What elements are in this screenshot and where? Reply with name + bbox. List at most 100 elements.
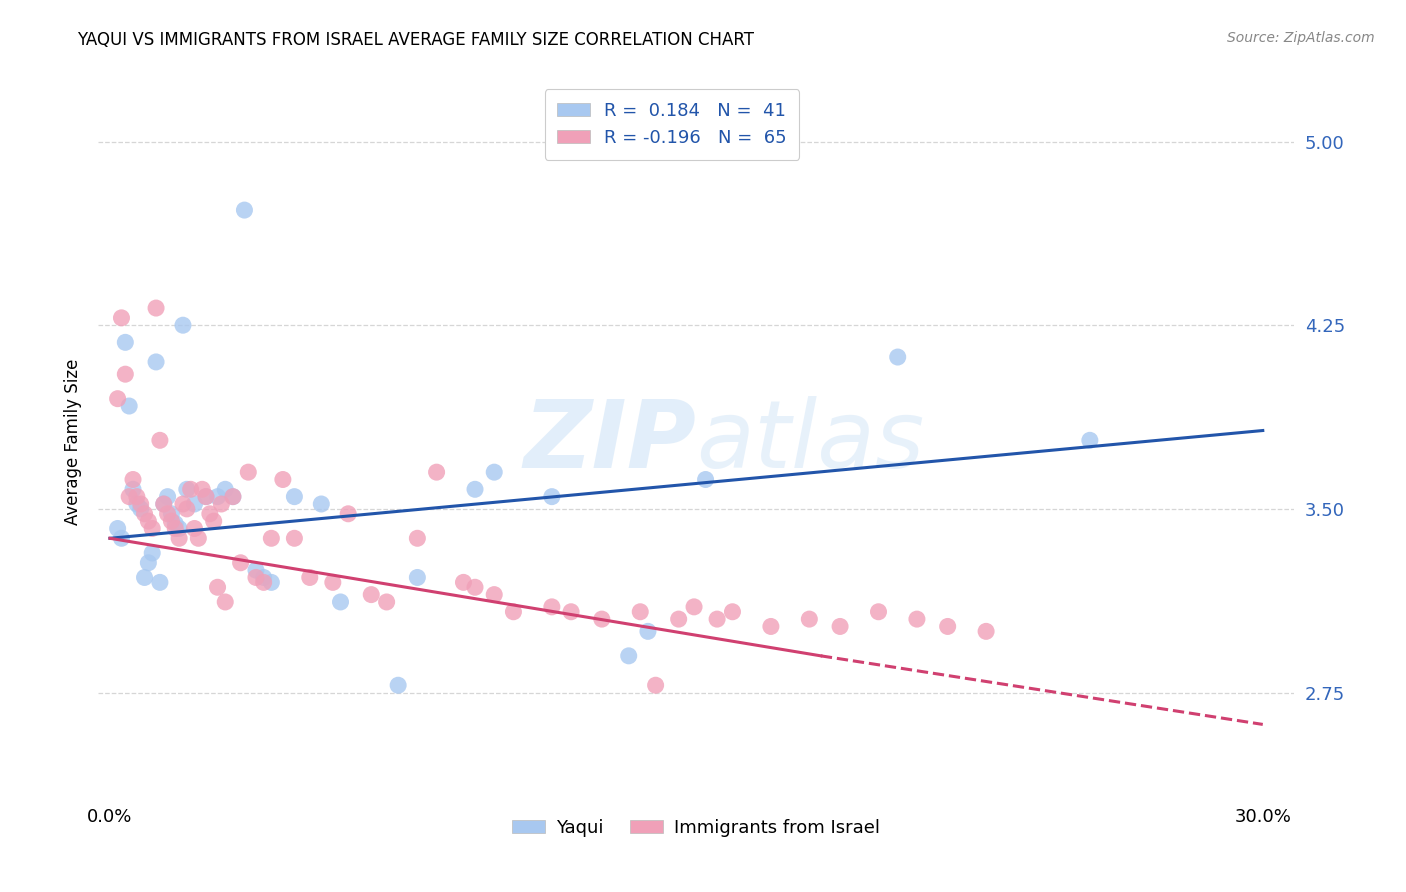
Point: [271, 473, 294, 487]
Point: [107, 521, 129, 535]
Point: [253, 575, 276, 590]
Point: [360, 588, 382, 602]
Point: [484, 588, 506, 602]
Point: [138, 556, 160, 570]
Point: [283, 490, 305, 504]
Point: [118, 490, 141, 504]
Point: [183, 497, 205, 511]
Point: [134, 507, 156, 521]
Point: [176, 502, 198, 516]
Point: [541, 490, 564, 504]
Text: ZIP: ZIP: [523, 395, 696, 488]
Point: [191, 483, 214, 497]
Point: [637, 624, 659, 639]
Point: [138, 514, 160, 528]
Point: [329, 595, 352, 609]
Point: [591, 612, 613, 626]
Point: [484, 465, 506, 479]
Point: [322, 575, 344, 590]
Text: Source: ZipAtlas.com: Source: ZipAtlas.com: [1227, 31, 1375, 45]
Point: [180, 483, 202, 497]
Point: [129, 497, 152, 511]
Point: [165, 516, 187, 531]
Point: [668, 612, 690, 626]
Point: [464, 580, 486, 594]
Point: [222, 490, 245, 504]
Point: [202, 514, 225, 528]
Point: [187, 531, 209, 545]
Point: [828, 619, 851, 633]
Point: [156, 507, 179, 521]
Point: [207, 580, 229, 594]
Point: [253, 570, 276, 584]
Point: [375, 595, 398, 609]
Point: [125, 490, 148, 504]
Point: [149, 434, 172, 448]
Point: [426, 465, 449, 479]
Point: [156, 490, 179, 504]
Point: [464, 483, 486, 497]
Point: [125, 497, 148, 511]
Point: [886, 350, 908, 364]
Point: [183, 521, 205, 535]
Point: [214, 483, 236, 497]
Point: [198, 507, 221, 521]
Point: [453, 575, 475, 590]
Y-axis label: Average Family Size: Average Family Size: [63, 359, 82, 524]
Point: [628, 605, 651, 619]
Point: [167, 531, 190, 545]
Point: [502, 605, 524, 619]
Point: [245, 563, 267, 577]
Point: [149, 575, 172, 590]
Point: [387, 678, 409, 692]
Point: [134, 570, 156, 584]
Point: [337, 507, 360, 521]
Point: [110, 310, 132, 325]
Point: [110, 531, 132, 545]
Point: [145, 301, 167, 315]
Point: [936, 619, 959, 633]
Text: YAQUI VS IMMIGRANTS FROM ISRAEL AVERAGE FAMILY SIZE CORRELATION CHART: YAQUI VS IMMIGRANTS FROM ISRAEL AVERAGE …: [77, 31, 755, 49]
Point: [233, 203, 256, 218]
Point: [260, 575, 283, 590]
Point: [1078, 434, 1101, 448]
Point: [141, 546, 163, 560]
Point: [974, 624, 997, 639]
Point: [683, 599, 706, 614]
Point: [868, 605, 890, 619]
Point: [165, 521, 187, 535]
Point: [644, 678, 666, 692]
Point: [114, 335, 136, 350]
Point: [406, 570, 429, 584]
Point: [107, 392, 129, 406]
Point: [176, 483, 198, 497]
Point: [245, 570, 267, 584]
Point: [122, 473, 145, 487]
Point: [560, 605, 582, 619]
Point: [145, 355, 167, 369]
Point: [222, 490, 245, 504]
Point: [172, 318, 194, 333]
Point: [799, 612, 821, 626]
Point: [721, 605, 744, 619]
Point: [298, 570, 321, 584]
Point: [406, 531, 429, 545]
Point: [617, 648, 640, 663]
Point: [238, 465, 260, 479]
Legend: Yaqui, Immigrants from Israel: Yaqui, Immigrants from Israel: [505, 812, 887, 845]
Point: [118, 399, 141, 413]
Point: [195, 490, 218, 504]
Point: [152, 497, 174, 511]
Point: [311, 497, 333, 511]
Point: [706, 612, 728, 626]
Point: [260, 531, 283, 545]
Point: [229, 556, 252, 570]
Point: [209, 497, 232, 511]
Point: [214, 595, 236, 609]
Point: [759, 619, 782, 633]
Point: [695, 473, 717, 487]
Point: [141, 521, 163, 535]
Point: [541, 599, 564, 614]
Point: [167, 521, 190, 535]
Point: [207, 490, 229, 504]
